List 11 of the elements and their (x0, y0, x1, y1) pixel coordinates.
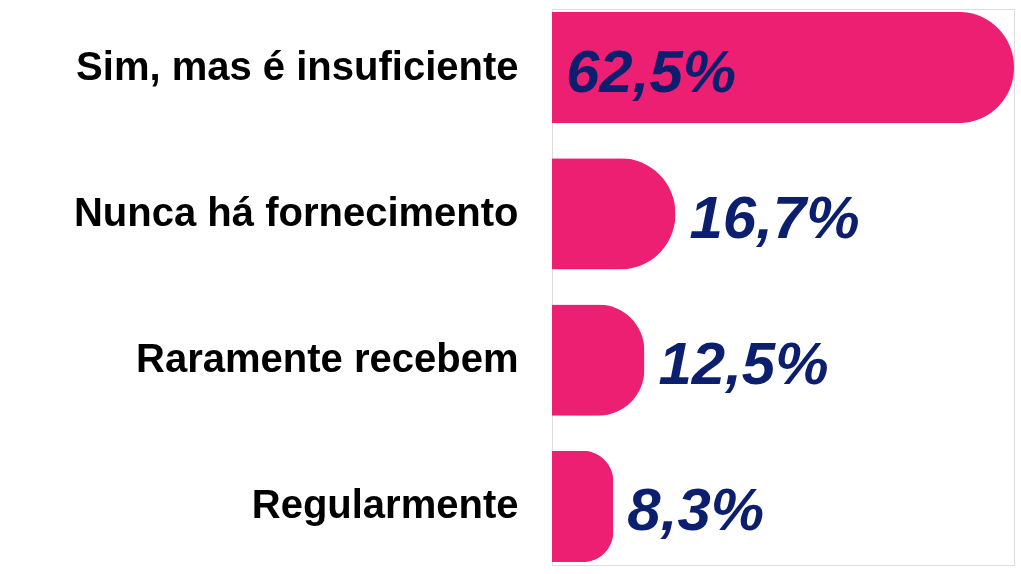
data-label: 16,7% (689, 183, 860, 251)
y-tick-label: Regularmente (251, 482, 519, 527)
data-label: 62,5% (566, 37, 737, 105)
y-tick-label: Raramente recebem (136, 336, 519, 381)
data-label: 12,5% (658, 330, 829, 398)
y-tick-label: Sim, mas é insuficiente (76, 43, 519, 88)
bar (552, 304, 645, 416)
bar (552, 11, 1014, 124)
y-tick-label: Nunca há fornecimento (73, 189, 519, 234)
bar (552, 450, 614, 563)
data-label: 8,3% (627, 476, 765, 544)
